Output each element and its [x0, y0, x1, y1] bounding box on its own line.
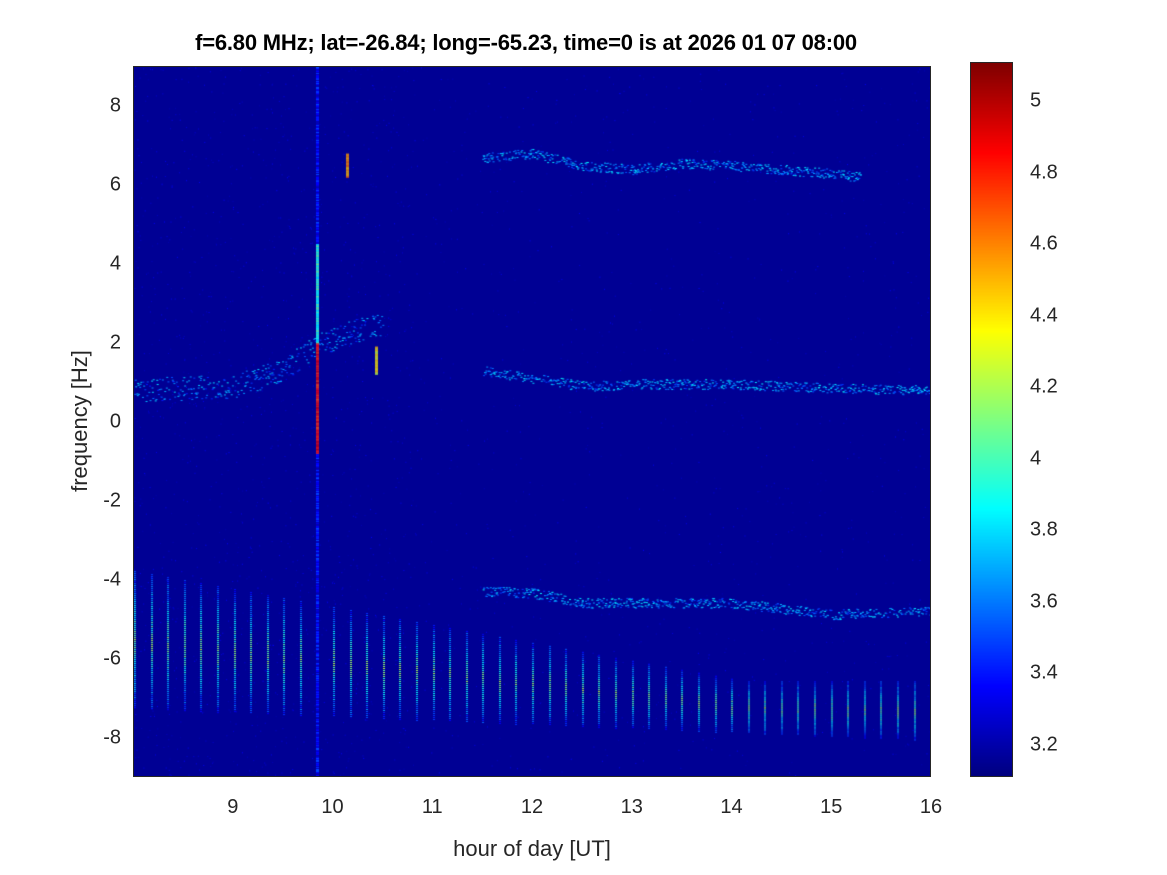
x-axis-label: hour of day [UT] [453, 836, 611, 861]
x-tick-label: 13 [620, 796, 643, 818]
colorbar-tick-label: 5 [1030, 89, 1042, 112]
x-tick-label: 11 [421, 796, 443, 818]
colorbar-tick-label: 4 [1030, 447, 1042, 470]
colorbar-tick-label: 3.6 [1030, 590, 1058, 613]
x-tick-label: 16 [919, 796, 943, 818]
x-tick-label: 9 [227, 796, 239, 818]
colorbar-gradient [971, 63, 1012, 776]
plot-area [133, 66, 931, 777]
y-tick-label: -8 [103, 726, 121, 748]
y-tick-label: 6 [109, 173, 121, 195]
colorbar-tick-label: 4.2 [1030, 375, 1058, 398]
x-tick-label: 15 [820, 796, 843, 818]
x-tick-label: 10 [321, 796, 344, 818]
x-tick-label: 14 [720, 796, 743, 818]
colorbar-tick-label: 4.8 [1030, 161, 1058, 184]
y-tick-label: -6 [103, 647, 121, 669]
y-tick-label: -2 [103, 489, 121, 511]
y-tick-label: 8 [109, 94, 121, 116]
colorbar-tick-label: 3.4 [1030, 661, 1058, 684]
y-tick-label: 4 [109, 252, 121, 274]
x-tick-label: 12 [520, 796, 544, 818]
colorbar-tick-label: 3.2 [1030, 733, 1058, 756]
y-tick-label: -4 [103, 568, 121, 590]
colorbar-tick-label: 4.6 [1030, 232, 1058, 255]
colorbar-tick-label: 3.8 [1030, 518, 1058, 541]
spectrogram-heatmap [134, 67, 930, 776]
chart-title: f=6.80 MHz; lat=-26.84; long=-65.23, tim… [195, 30, 857, 55]
colorbar-tick-label: 4.4 [1030, 304, 1058, 327]
y-axis-label: frequency [Hz] [67, 350, 92, 492]
colorbar [970, 62, 1013, 777]
y-tick-label: 2 [109, 331, 121, 353]
y-tick-label: 0 [109, 410, 121, 432]
